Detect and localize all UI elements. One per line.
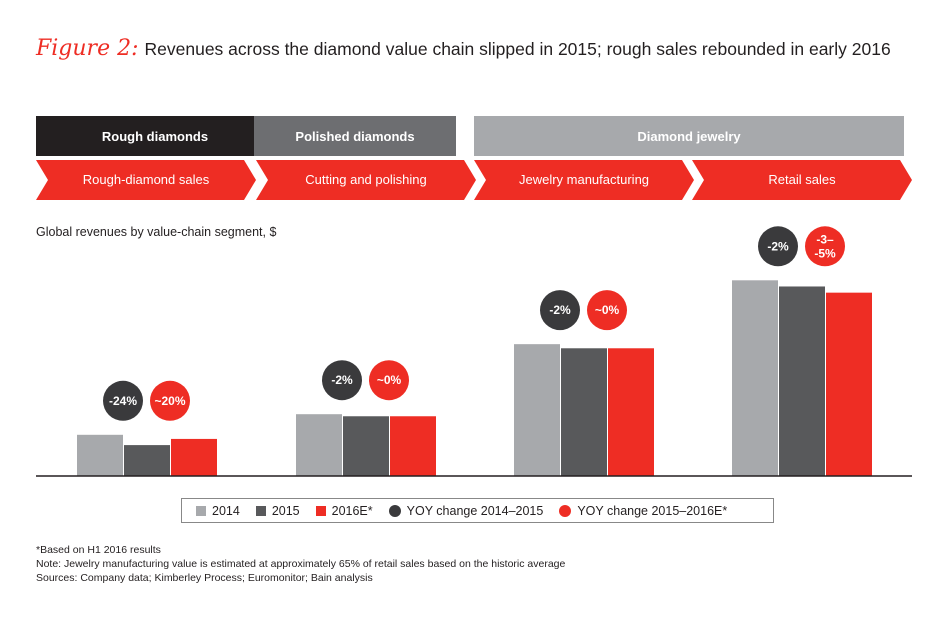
bar-2016e-3 <box>608 348 654 476</box>
chevron-cutting-polishing: Cutting and polishing <box>256 160 476 200</box>
footnote-basis: *Based on H1 2016 results <box>36 544 161 556</box>
legend-item-2014: 2014 <box>196 504 240 518</box>
footnote-note: Note: Jewelry manufacturing value is est… <box>36 558 566 570</box>
legend-item-2016e: 2016E* <box>315 503 373 518</box>
legend-label: YOY change 2015–2016E* <box>577 503 728 518</box>
legend-label: 2014 <box>212 503 240 518</box>
legend-label: YOY change 2014–2015 <box>406 503 544 518</box>
chevron-jewelry-manufacturing: Jewelry manufacturing <box>474 160 694 200</box>
yoy-label-2014-2015: -2% <box>331 373 353 387</box>
bar-2015-1 <box>124 445 170 476</box>
footnotes: *Based on H1 2016 results Note: Jewelry … <box>36 543 565 585</box>
bar-2015-4 <box>779 286 825 476</box>
legend-dot-yoy-2014-2015 <box>388 504 401 517</box>
chevron-retail-sales: Retail sales <box>692 160 912 200</box>
yoy-label-2015-2016: ~0% <box>377 373 402 387</box>
header-diamond-jewelry: Diamond jewelry <box>474 116 904 156</box>
yoy-label-2014-2015: -24% <box>109 394 137 408</box>
legend-item-2015: 2015 <box>255 503 300 518</box>
legend-dot-yoy-2015-2016e <box>559 504 572 517</box>
bar-2014-1 <box>77 434 123 476</box>
figure-label: Figure 2: <box>36 36 139 61</box>
figure-title: Revenues across the diamond value chain … <box>144 39 891 59</box>
bar-2016e-1 <box>171 438 217 476</box>
legend: 2014 2015 2016E* YOY change 2014–2015 YO… <box>181 498 774 523</box>
header-rough-diamonds: Rough diamonds <box>36 116 274 156</box>
yoy-label-2015-2016: ~20% <box>154 394 185 408</box>
header-polished-diamonds: Polished diamonds <box>254 116 456 156</box>
yoy-circle-2015-2016-2 <box>369 360 409 401</box>
yoy-circle-2014-2015-4 <box>758 226 798 267</box>
yoy-circle-2015-2016-1 <box>150 380 190 421</box>
figure-title-row: Figure 2: Revenues across the diamond val… <box>36 36 891 66</box>
yoy-label-2015-2016: -3– -5% <box>814 232 836 260</box>
bar-2015-2 <box>343 416 389 476</box>
legend-swatch-2014 <box>196 505 206 516</box>
legend-swatch-2015 <box>255 505 266 516</box>
yoy-label-2014-2015: -2% <box>549 303 571 317</box>
bar-2014-4 <box>732 280 778 476</box>
chevron-label: Retail sales <box>768 172 836 187</box>
chevron-label: Jewelry manufacturing <box>518 172 650 187</box>
legend-label: 2015 <box>271 503 300 518</box>
footnote-sources: Sources: Company data; Kimberley Process… <box>36 572 373 584</box>
bar-2016e-2 <box>390 416 436 476</box>
yoy-label-2014-2015: -2% <box>767 239 789 253</box>
yoy-circle-2014-2015-2 <box>322 360 362 401</box>
legend-item-yoy-2014-2015: YOY change 2014–2015 <box>388 503 544 518</box>
chevron-label: Cutting and polishing <box>305 172 427 187</box>
legend-item-yoy-2015-2016e: YOY change 2015–2016E* <box>559 504 727 518</box>
yoy-circle-2015-2016-3 <box>587 290 627 331</box>
bar-2014-3 <box>514 344 560 476</box>
bar-2014-2 <box>296 414 342 476</box>
yoy-circle-2015-2016-4 <box>805 226 845 267</box>
yoy-circle-2014-2015-1 <box>103 380 143 421</box>
legend-swatch-2016e <box>315 505 326 516</box>
yoy-label-2015-2016: ~0% <box>595 303 620 317</box>
bar-2015-3 <box>561 348 607 476</box>
bar-2016e-4 <box>826 292 872 476</box>
chevron-rough-diamond-sales: Rough-diamond sales <box>36 160 256 200</box>
chart-subtitle: Global revenues by value-chain segment, … <box>36 225 277 239</box>
legend-label: 2016E* <box>331 503 373 518</box>
chevron-label: Rough-diamond sales <box>82 172 210 187</box>
yoy-circle-2014-2015-3 <box>540 290 580 331</box>
